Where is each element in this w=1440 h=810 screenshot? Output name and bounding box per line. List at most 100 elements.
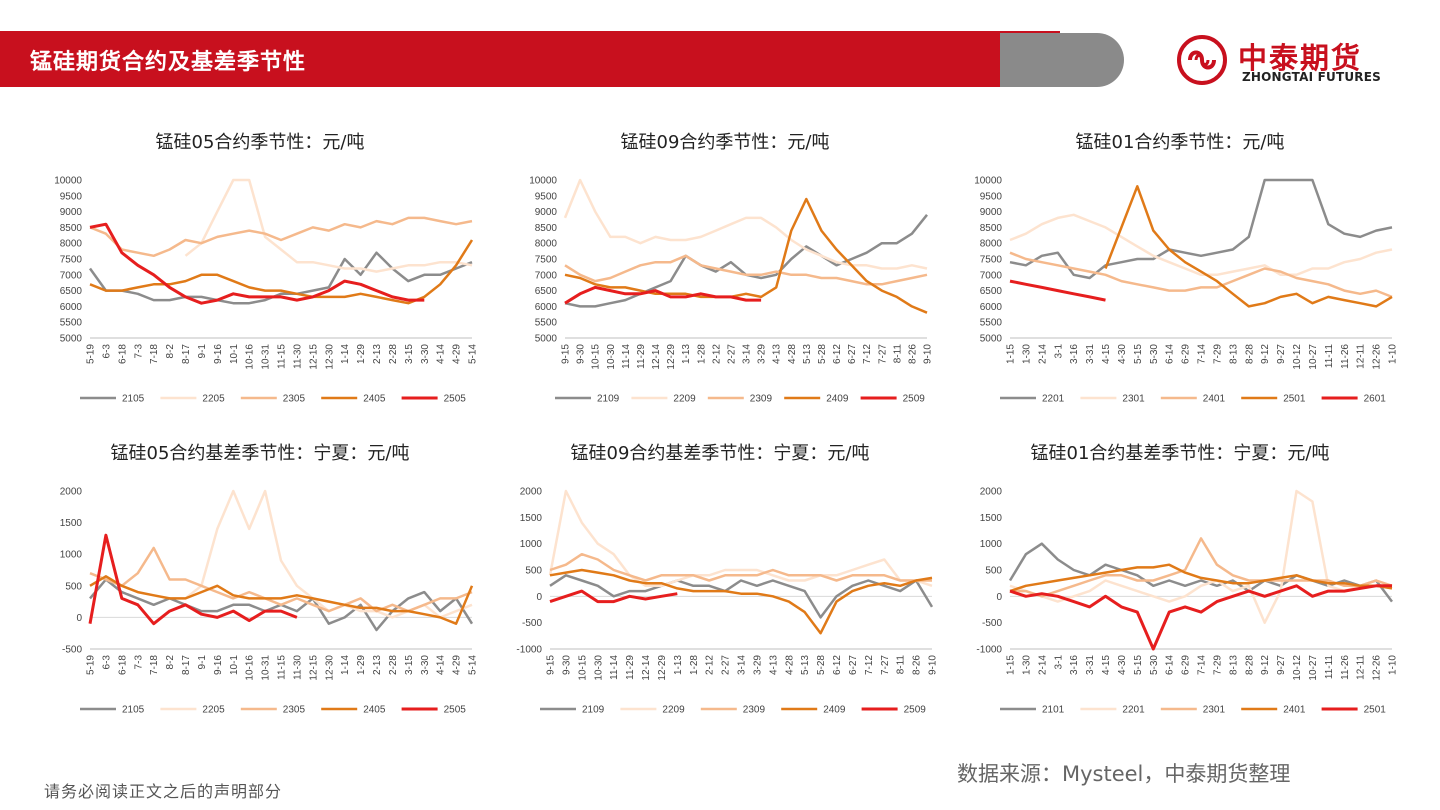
legend-label-2105: 2105 <box>122 705 145 716</box>
chart-title: 锰硅09合约季节性：元/吨 <box>620 132 830 153</box>
x-tick-label: 2-14 <box>1037 344 1048 364</box>
x-tick-label: 10-30 <box>593 655 604 681</box>
series-line-2109 <box>549 574 934 619</box>
x-tick-label: 10-31 <box>261 655 272 681</box>
x-tick-label: 10-1 <box>229 655 240 675</box>
x-tick-label: 4-14 <box>436 344 447 364</box>
x-tick-label: 9-1 <box>197 344 208 359</box>
x-tick-label: 2-27 <box>726 344 737 364</box>
x-tick-label: 10-16 <box>245 655 256 681</box>
y-tick-label: 6500 <box>980 286 1003 297</box>
y-tick-label: 6500 <box>535 286 558 297</box>
series-line-2401 <box>1009 563 1393 593</box>
y-tick-label: 2000 <box>980 487 1003 498</box>
chart-svg: 5000 5500 6000 6500 7000 7500 8000 8500 9000 9500… <box>529 176 933 405</box>
x-tick-label: 5-19 <box>86 344 97 364</box>
y-tick-label: -500 <box>62 645 82 656</box>
x-tick-label: 8-11 <box>896 655 907 675</box>
y-tick-label: 5500 <box>535 318 558 329</box>
x-tick-label: 3-1 <box>1053 344 1064 359</box>
x-tick-label: 2-13 <box>372 655 383 675</box>
y-tick-label: 0 <box>536 592 542 603</box>
x-tick-label: 10-27 <box>1308 344 1319 370</box>
y-tick-label: 1000 <box>980 539 1003 550</box>
x-tick-label: 2-12 <box>711 344 722 364</box>
x-tick-label: 9-30 <box>576 344 587 364</box>
x-tick-label: 1-14 <box>340 655 351 675</box>
y-tick-label: 9500 <box>60 191 83 202</box>
y-tick-label: 2000 <box>60 487 83 498</box>
x-tick-label: 3-29 <box>752 655 763 675</box>
x-tick-label: 1-14 <box>340 344 351 364</box>
x-tick-label: 5-30 <box>1149 344 1160 364</box>
x-tick-label: 4-15 <box>1101 655 1112 675</box>
y-tick-label: 1000 <box>60 550 83 561</box>
data-source-note: 数据来源：Mysteel，中泰期货整理 <box>957 762 1291 786</box>
x-tick-label: 2-12 <box>705 655 716 675</box>
x-tick-label: 4-29 <box>452 344 463 364</box>
y-tick-label: 0 <box>996 592 1002 603</box>
x-tick-label: 3-1 <box>1053 655 1064 670</box>
chart-title: 锰硅01合约基差季节性：宁夏：元/吨 <box>1030 443 1330 464</box>
series-line-2501 <box>1009 584 1392 651</box>
y-tick-label: 6500 <box>60 286 83 297</box>
series-line-2301 <box>1010 537 1393 598</box>
chart-mn09-basis: 锰硅09合约基差季节性：宁夏：元/吨 -1000 -500 0 500 1000 1500… <box>500 439 940 729</box>
legend-label-2401: 2401 <box>1203 394 1226 405</box>
x-tick-label: 11-15 <box>277 655 288 680</box>
y-tick-label: 6000 <box>60 302 83 313</box>
x-tick-label: 10-1 <box>229 344 240 364</box>
x-tick-label: 5-15 <box>1133 344 1144 364</box>
x-tick-label: 5-28 <box>817 344 828 364</box>
x-tick-label: 8-13 <box>1228 655 1239 675</box>
x-tick-label: 3-15 <box>404 655 415 675</box>
x-tick-label: 10-31 <box>261 344 272 370</box>
series-line-2101 <box>1008 542 1393 603</box>
legend-label-2109: 2109 <box>597 394 620 405</box>
y-tick-label: 7000 <box>535 270 558 281</box>
x-tick-label: 3-31 <box>1085 655 1096 675</box>
x-tick-label: 7-3 <box>133 344 144 359</box>
y-tick-label: 1500 <box>520 513 543 524</box>
x-tick-label: 5-13 <box>802 344 813 364</box>
x-tick-label: 6-18 <box>117 344 128 364</box>
disclaimer-note: 请务必阅读正文之后的声明部分 <box>44 782 283 801</box>
x-tick-label: 5-19 <box>86 655 97 675</box>
x-tick-label: 3-30 <box>420 655 431 675</box>
x-tick-label: 6-27 <box>848 655 859 675</box>
legend-label-2301: 2301 <box>1122 394 1145 405</box>
x-tick-label: 8-11 <box>892 344 903 364</box>
chart-mn05-basis: 锰硅05合约基差季节性：宁夏：元/吨 -500 0 500 1000 1500 2000 5… <box>40 439 480 729</box>
series-line-2209 <box>563 178 928 270</box>
legend-label-2109: 2109 <box>582 705 605 716</box>
legend-label-2405: 2405 <box>363 394 386 405</box>
x-tick-label: 10-15 <box>577 655 588 681</box>
series-line-2201 <box>1009 489 1393 624</box>
chart-mn01-basis: 锰硅01合约基差季节性：宁夏：元/吨 -1000 -500 0 500 1000 1500… <box>960 439 1400 729</box>
x-tick-label: 12-14 <box>641 655 652 681</box>
y-tick-label: 7500 <box>980 255 1003 266</box>
legend-label-2509: 2509 <box>904 705 927 716</box>
legend-label-2305: 2305 <box>283 394 306 405</box>
legend-label-2501: 2501 <box>1364 705 1387 716</box>
x-tick-label: 11-30 <box>292 344 303 369</box>
x-tick-label: 1-28 <box>689 655 700 675</box>
x-tick-label: 4-30 <box>1117 344 1128 364</box>
chart-title: 锰硅05合约季节性：元/吨 <box>155 132 365 153</box>
x-tick-label: 5-30 <box>1149 655 1160 675</box>
x-tick-label: 5-14 <box>468 655 479 675</box>
y-tick-label: 7000 <box>60 270 83 281</box>
legend-label-2201: 2201 <box>1122 705 1145 716</box>
x-tick-label: 6-18 <box>117 655 128 675</box>
chart-svg: 5000 5500 6000 6500 7000 7500 8000 8500 9000 9500… <box>974 176 1398 405</box>
logo-text-cn: 中泰期货 <box>1238 41 1363 75</box>
x-tick-label: 11-11 <box>1324 655 1335 680</box>
x-tick-label: 7-29 <box>1212 344 1223 364</box>
logo-emblem-icon <box>1177 35 1227 85</box>
x-tick-label: 9-12 <box>1260 344 1271 364</box>
x-tick-label: 8-13 <box>1228 344 1239 364</box>
y-tick-label: 1500 <box>980 513 1003 524</box>
x-tick-label: 2-28 <box>388 344 399 364</box>
y-tick-label: 5000 <box>60 334 83 345</box>
legend-label-2505: 2505 <box>444 705 467 716</box>
